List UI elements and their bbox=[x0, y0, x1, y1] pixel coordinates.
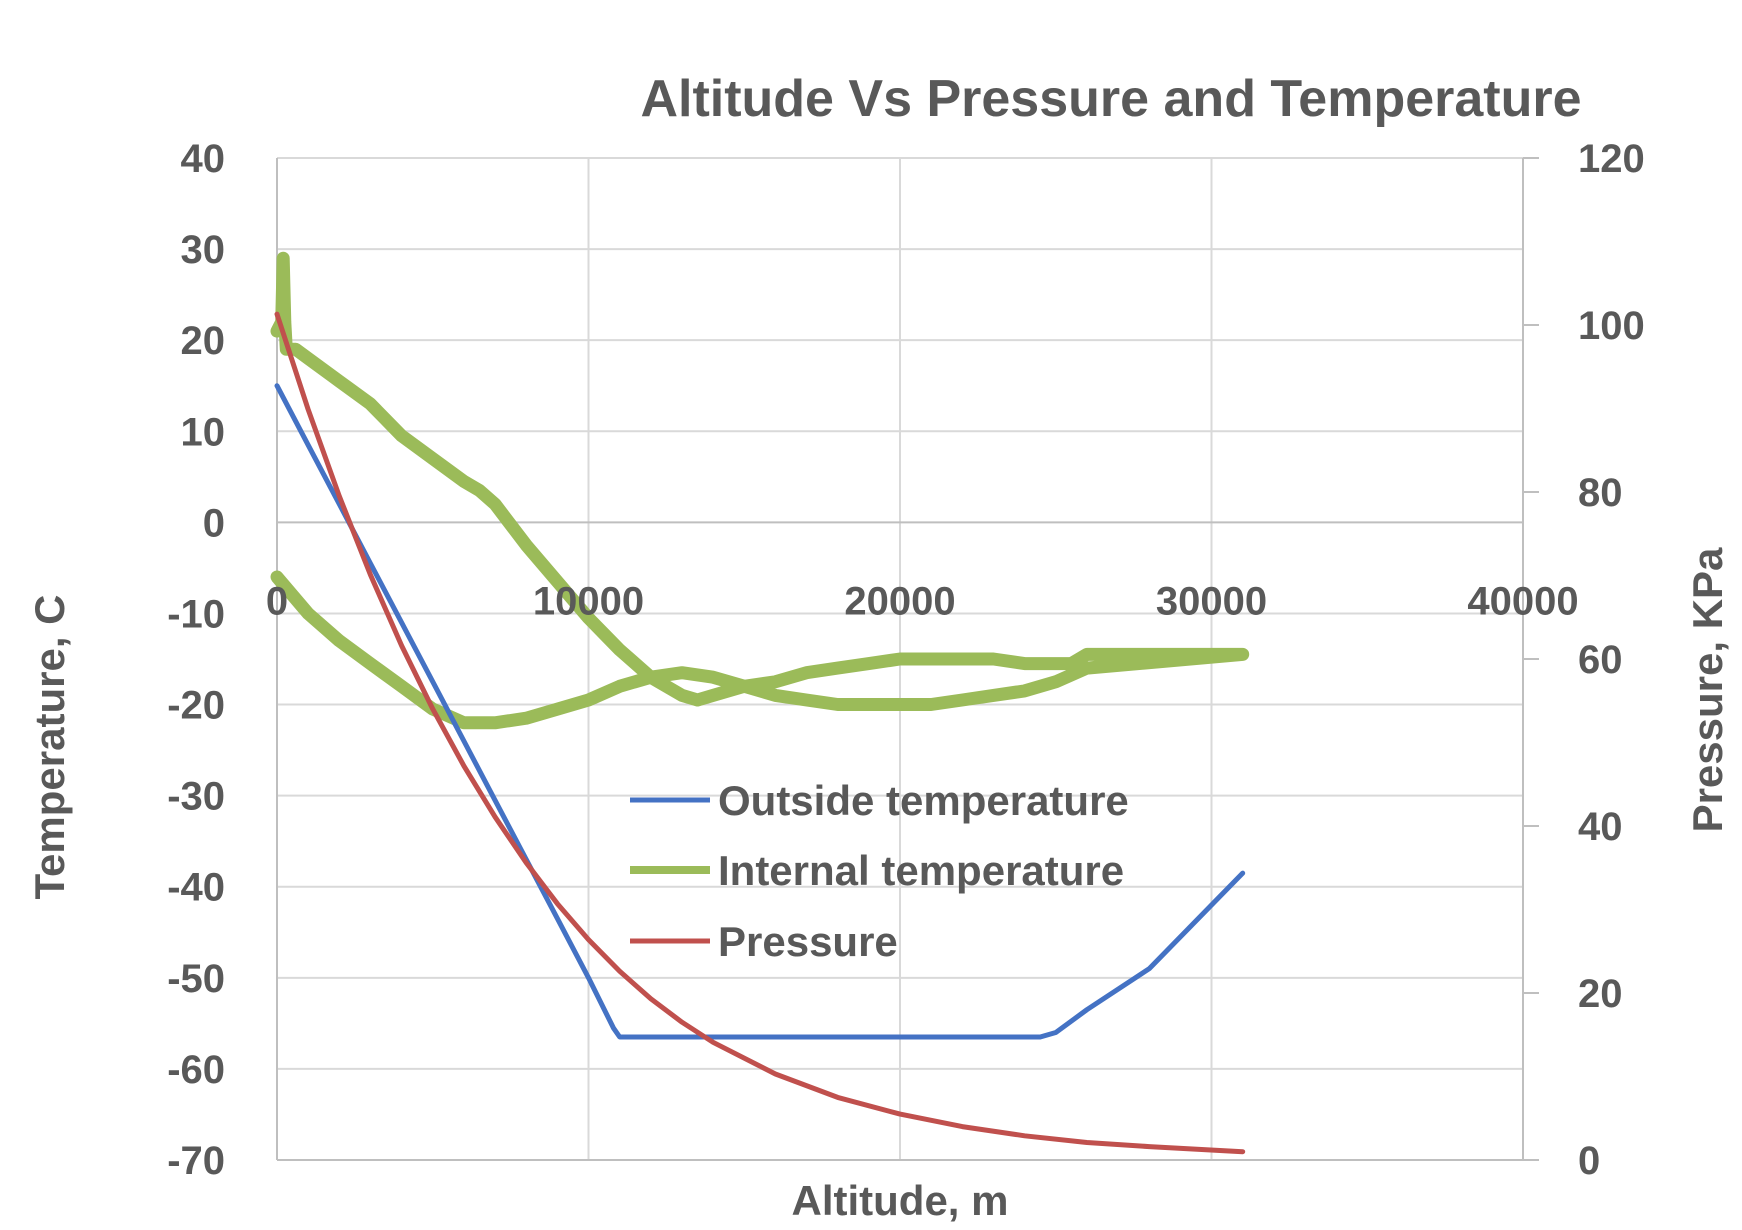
y2-tick-label: 20 bbox=[1578, 972, 1623, 1016]
series-line-outside-temperature bbox=[274, 383, 1246, 1040]
y-tick-label: -10 bbox=[167, 592, 225, 636]
y-tick-label: 20 bbox=[181, 319, 226, 363]
y2-tick-label: 60 bbox=[1578, 638, 1623, 682]
series-layer bbox=[270, 251, 1250, 1155]
x-tick-label: 30000 bbox=[1156, 579, 1267, 623]
y-tick-label: -30 bbox=[167, 775, 225, 819]
y-tick-label: 40 bbox=[181, 137, 226, 181]
tick-labels: 403020100-10-20-30-40-50-60-701201008060… bbox=[167, 137, 1645, 1183]
series-line-internal-temperature bbox=[270, 251, 1250, 730]
y2-tick-label: 80 bbox=[1578, 471, 1623, 515]
y2-tick-label: 120 bbox=[1578, 137, 1645, 181]
y-tick-label: -50 bbox=[167, 957, 225, 1001]
y2-tick-label: 40 bbox=[1578, 805, 1623, 849]
y-tick-label: 30 bbox=[181, 228, 226, 272]
x-tick-label: 10000 bbox=[533, 579, 644, 623]
legend-label-internal-temperature: Internal temperature bbox=[718, 847, 1124, 894]
y-axis-label: Temperature, C bbox=[26, 595, 73, 900]
legend-label-pressure: Pressure bbox=[718, 918, 898, 965]
y-tick-label: 0 bbox=[203, 501, 225, 545]
y-tick-label: -60 bbox=[167, 1048, 225, 1092]
y-tick-label: -40 bbox=[167, 866, 225, 910]
legend: Outside temperature Internal temperature… bbox=[630, 777, 1129, 965]
y2-axis-label: Pressure, KPa bbox=[1684, 547, 1731, 832]
x-tick-label: 40000 bbox=[1467, 579, 1578, 623]
x-tick-label: 20000 bbox=[844, 579, 955, 623]
x-tick-label: 0 bbox=[266, 579, 288, 623]
y-tick-label: 10 bbox=[181, 410, 226, 454]
y-tick-label: -20 bbox=[167, 684, 225, 728]
y2-tick-label: 0 bbox=[1578, 1139, 1600, 1183]
y2-tick-label: 100 bbox=[1578, 304, 1645, 348]
chart-title: Altitude Vs Pressure and Temperature bbox=[640, 70, 1581, 128]
series-line-pressure bbox=[274, 311, 1246, 1155]
legend-label-outside-temperature: Outside temperature bbox=[718, 777, 1129, 824]
y-tick-label: -70 bbox=[167, 1139, 225, 1183]
x-axis-label: Altitude, m bbox=[792, 1177, 1009, 1224]
